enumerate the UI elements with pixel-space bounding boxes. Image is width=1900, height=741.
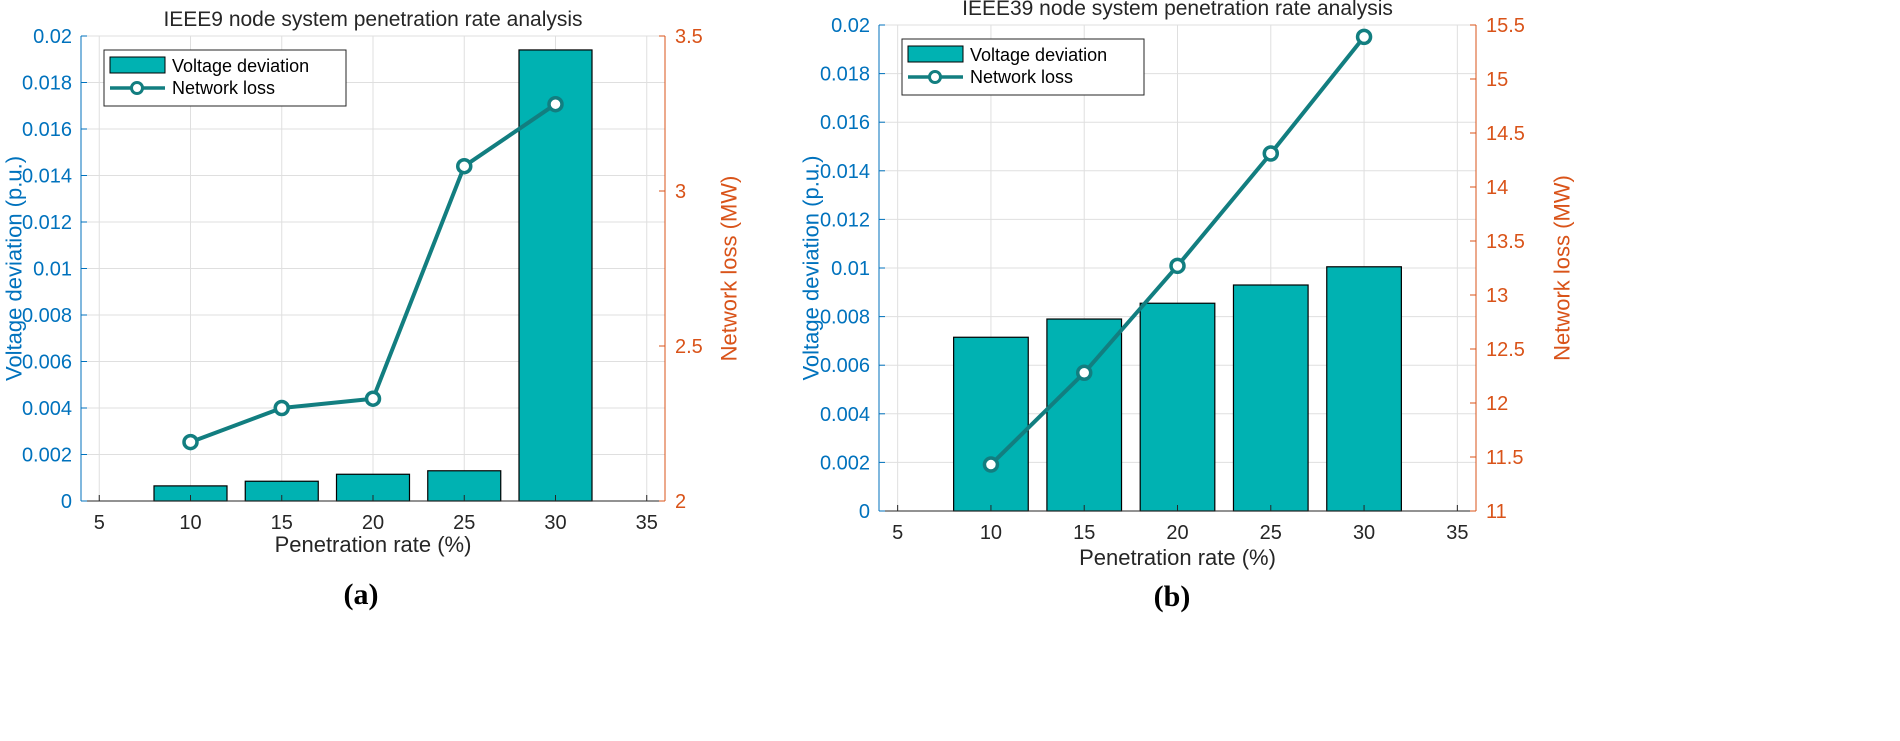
legend-swatch-marker	[928, 70, 942, 84]
panel-label: (b)	[1154, 580, 1191, 613]
bar-25	[1232, 284, 1309, 512]
network-loss-point-10	[982, 456, 1000, 473]
left-y-tick-label: 0.018	[820, 64, 870, 86]
right-y-tick-label: 3.5	[675, 26, 703, 48]
network-loss-point-25	[456, 157, 473, 175]
panel-label: (a)	[344, 578, 379, 611]
x-tick-label: 5	[892, 522, 903, 544]
left-y-tick-label: 0.004	[820, 404, 870, 426]
left-y-tick-label: 0.006	[22, 352, 72, 374]
left-y-tick-label: 0.02	[33, 26, 72, 48]
x-tick-label: 20	[362, 512, 384, 534]
network-loss-point-30	[1355, 28, 1373, 46]
x-axis-title: Penetration rate (%)	[1079, 545, 1276, 570]
right-y-tick-label: 14	[1486, 177, 1508, 199]
network-loss-point-25	[1262, 145, 1280, 162]
network-loss-point-10	[182, 433, 199, 451]
x-tick-label: 35	[1446, 522, 1468, 544]
right-y-tick-label: 15	[1486, 69, 1508, 91]
bar-30	[1326, 266, 1402, 512]
legend-label-voltage-deviation: Voltage deviation	[970, 45, 1107, 65]
chart-title: IEEE39 node system penetration rate anal…	[962, 0, 1393, 20]
bar-20	[1139, 302, 1216, 512]
x-tick-label: 30	[544, 512, 566, 534]
legend-swatch-marker	[130, 81, 144, 95]
legend-swatch-bar	[907, 45, 964, 63]
left-y-tick-label: 0.002	[820, 452, 870, 474]
x-axis-title: Penetration rate (%)	[275, 532, 472, 557]
legend-label-voltage-deviation: Voltage deviation	[172, 56, 309, 76]
x-tick-label: 30	[1353, 522, 1375, 544]
x-tick-label: 5	[94, 512, 105, 534]
network-loss-point-20	[1169, 257, 1186, 275]
right-y-tick-label: 13	[1486, 285, 1508, 307]
x-tick-label: 15	[271, 512, 293, 534]
right-y-tick-label: 12	[1486, 393, 1508, 415]
right-y-tick-label: 12.5	[1486, 339, 1525, 361]
left-y-tick-label: 0.014	[22, 166, 72, 188]
right-y-tick-label: 2.5	[675, 336, 703, 358]
x-tick-label: 20	[1166, 522, 1188, 544]
network-loss-point-15	[273, 399, 290, 417]
right-y-tick-label: 15.5	[1486, 15, 1525, 37]
network-loss-point-30	[547, 95, 564, 113]
left-y-tick-label: 0.018	[22, 73, 72, 95]
left-y-tick-label: 0.02	[831, 15, 870, 37]
left-y-tick-label: 0.004	[22, 398, 72, 420]
left-y-tick-label: 0.008	[820, 307, 870, 329]
left-y-axis-title: Voltage deviation (p.u.)	[2, 156, 27, 381]
bar-15	[1046, 318, 1123, 512]
left-y-tick-label: 0.016	[820, 112, 870, 134]
x-tick-label: 25	[1260, 522, 1282, 544]
x-tick-label: 10	[980, 522, 1002, 544]
chart-title: IEEE9 node system penetration rate analy…	[163, 8, 582, 31]
chart-2: 5 10 15 20 25 30 35 0 0.002 0.004 0.006 0.008 0.01 0.…	[799, 0, 1575, 570]
x-tick-label: 15	[1073, 522, 1095, 544]
right-y-tick-label: 14.5	[1486, 123, 1525, 145]
legend-label-network-loss: Network loss	[970, 67, 1073, 87]
left-y-axis-title: Voltage deviation (p.u.)	[799, 155, 824, 380]
left-y-tick-label: 0.01	[831, 258, 870, 280]
right-y-tick-label: 13.5	[1486, 231, 1525, 253]
left-y-tick-label: 0.01	[33, 259, 72, 281]
x-tick-label: 10	[179, 512, 201, 534]
legend-swatch-bar	[109, 56, 166, 74]
chart-1: 5 10 15 20 25 30 35 0 0.002 0.004 0.006 0.008 0.01 0.…	[2, 8, 742, 557]
left-y-tick-label: 0.012	[22, 212, 72, 234]
left-y-tick-label: 0.014	[820, 161, 870, 183]
right-y-axis-title: Network loss (MW)	[1550, 175, 1575, 361]
right-y-tick-label: 11.5	[1486, 447, 1523, 469]
left-y-tick-label: 0.012	[820, 209, 870, 231]
left-y-tick-label: 0	[859, 501, 870, 523]
bar-10	[953, 336, 1029, 512]
network-loss-point-20	[364, 390, 382, 407]
left-y-tick-label: 0.002	[22, 445, 72, 467]
bar-30	[518, 49, 593, 502]
left-y-tick-label: 0.016	[22, 119, 72, 141]
right-y-tick-label: 3	[675, 181, 686, 203]
legend-label-network-loss: Network loss	[172, 78, 275, 98]
right-y-tick-label: 11	[1486, 501, 1507, 523]
x-tick-label: 35	[636, 512, 658, 534]
right-y-tick-label: 2	[675, 491, 686, 513]
left-y-tick-label: 0	[61, 491, 72, 513]
left-y-tick-label: 0.006	[820, 355, 870, 377]
left-y-tick-label: 0.008	[22, 305, 72, 327]
right-y-axis-title: Network loss (MW)	[717, 176, 742, 362]
x-tick-label: 25	[453, 512, 475, 534]
network-loss-point-15	[1075, 364, 1093, 382]
